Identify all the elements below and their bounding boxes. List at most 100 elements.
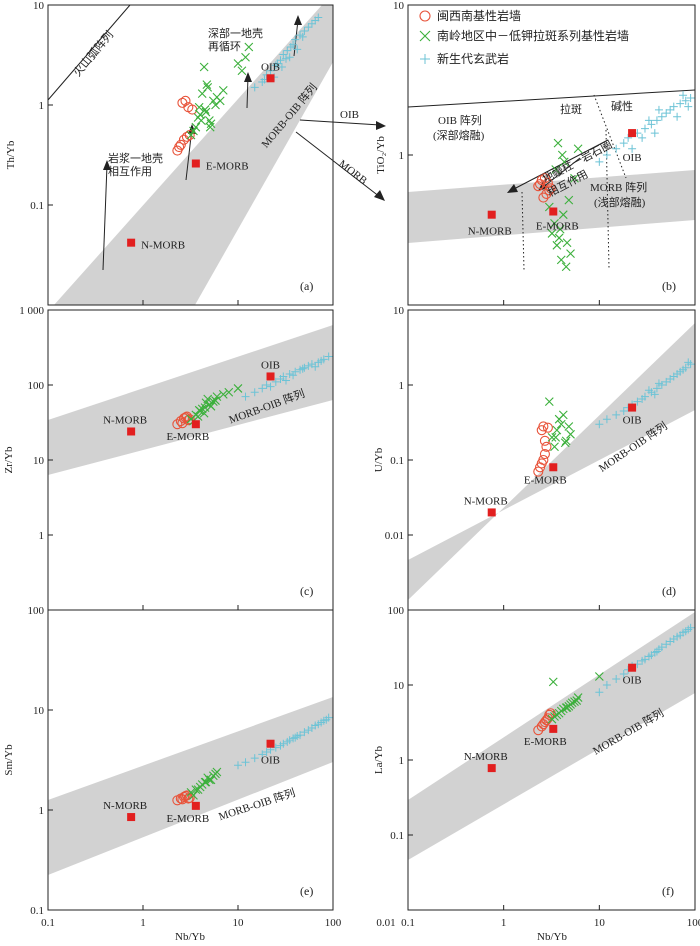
data-point-cross <box>558 410 568 420</box>
data-point-plus <box>283 46 292 55</box>
data-point-cross <box>203 83 213 92</box>
panel-a: N-MORB E-MORB OIB 0.1 1 10 火山弧阵列 深部一地壳 再循环 岩… <box>5 0 334 306</box>
data-point-plus <box>679 91 688 100</box>
arrow-label-morb: MORB <box>336 158 369 187</box>
data-point-cross <box>547 433 557 442</box>
data-point-plus <box>281 376 290 385</box>
y-tick-label: 1 <box>399 150 405 162</box>
arrow-label-oib: OIB <box>340 109 359 121</box>
data-point-cross <box>233 384 243 393</box>
data-point-cross <box>544 397 554 407</box>
data-point-circle <box>534 179 546 190</box>
annotation-shallow-melting: (浅部熔融) <box>594 195 646 209</box>
data-point-plus <box>298 364 307 373</box>
data-point-plus <box>289 40 298 49</box>
reference-label-n-morb: N-MORB <box>103 800 147 812</box>
annotation-oib-array: OIB 阵列 <box>438 113 482 127</box>
data-point-plus <box>644 652 653 661</box>
arrowhead-recycle-2 <box>294 15 302 25</box>
data-point-cross <box>244 42 254 52</box>
arrow-morb-b <box>295 131 381 198</box>
data-point-plus <box>644 386 653 395</box>
data-point-circle <box>172 419 183 430</box>
y-tick-label: 100 <box>28 605 45 617</box>
data-point-plus <box>289 734 298 743</box>
data-point-circle <box>178 791 190 803</box>
data-point-circle <box>541 441 552 452</box>
data-point-cross <box>559 157 569 167</box>
legend-label-1: 南岭地区中－低钾拉斑系列基性岩墙 <box>437 28 629 43</box>
data-point-circle <box>538 192 549 203</box>
data-point-plus <box>317 356 326 365</box>
data-point-plus <box>652 384 661 393</box>
data-point-plus <box>293 731 302 740</box>
legend-marker-circle <box>419 10 431 22</box>
y-tick-label: 100 <box>28 380 45 392</box>
x-tick-label: 10 <box>594 917 606 929</box>
reference-point-oib <box>266 739 275 748</box>
y-tick-label: 10 <box>33 705 45 717</box>
data-point-cross <box>558 210 568 220</box>
data-point-plus <box>638 133 647 142</box>
x-tick-label: 1 <box>140 917 146 929</box>
data-point-plus <box>676 99 685 108</box>
xlabel-e: Nb/Yb <box>175 931 205 943</box>
data-point-plus <box>619 670 628 679</box>
reference-label-n-morb: N-MORB <box>468 226 512 238</box>
data-point-cross <box>557 150 567 160</box>
data-point-plus <box>638 395 647 404</box>
divider-tholeiite-alkali <box>593 94 627 179</box>
data-point-cross <box>237 66 247 76</box>
data-point-cross <box>550 442 559 452</box>
y-tick-label: 10 <box>33 455 45 467</box>
data-point-cross <box>196 116 206 125</box>
data-point-plus <box>686 93 695 102</box>
y-tick-label: 0.1 <box>390 830 404 842</box>
y-tick-label: 0.1 <box>390 455 404 467</box>
reference-point-n-morb <box>127 238 136 247</box>
data-point-plus <box>266 382 275 391</box>
data-point-circle <box>539 435 550 446</box>
data-point-plus <box>684 358 693 367</box>
data-point-plus <box>250 754 259 763</box>
arrowhead-morb-b <box>374 190 385 201</box>
frame-a <box>47 4 334 306</box>
reference-label-e-morb: E-MORB <box>206 161 249 173</box>
data-point-plus <box>628 144 637 153</box>
data-point-plus <box>241 392 250 401</box>
reference-label-oib: OIB <box>623 675 642 687</box>
data-point-plus <box>258 750 267 759</box>
data-point-cross <box>206 775 216 785</box>
annotation-tholeiite: 拉斑 <box>560 102 582 116</box>
data-point-cross <box>594 672 604 681</box>
data-point-cross <box>566 429 575 439</box>
data-point-plus <box>277 62 286 71</box>
data-point-cross <box>199 62 209 72</box>
data-point-plus <box>654 105 663 114</box>
data-point-plus <box>633 397 642 406</box>
data-point-cross <box>572 696 582 705</box>
reference-label-n-morb: N-MORB <box>464 751 508 763</box>
data-point-circle <box>541 188 552 199</box>
data-point-cross <box>197 404 207 414</box>
ylabel-c: Zr/Yb <box>3 446 15 473</box>
reference-point-oib <box>628 403 637 412</box>
data-point-plus <box>300 728 309 737</box>
data-point-cross <box>553 138 563 148</box>
data-point-plus <box>289 371 298 380</box>
legend-label-2: 新生代玄武岩 <box>437 51 509 66</box>
data-point-plus <box>602 415 611 424</box>
data-point-plus <box>273 59 282 68</box>
annotation-crust-2: 相互作用 <box>108 165 152 178</box>
volcanic-arc-line <box>47 4 131 101</box>
panel-label-a: (a) <box>300 279 313 293</box>
data-point-cross <box>551 165 561 174</box>
data-point-plus <box>595 157 604 166</box>
x-tick-label: 0.01 <box>376 917 395 929</box>
data-point-plus <box>644 116 653 125</box>
data-point-plus <box>612 410 621 419</box>
data-point-cross <box>573 144 583 154</box>
reference-point-e-morb <box>549 207 558 216</box>
